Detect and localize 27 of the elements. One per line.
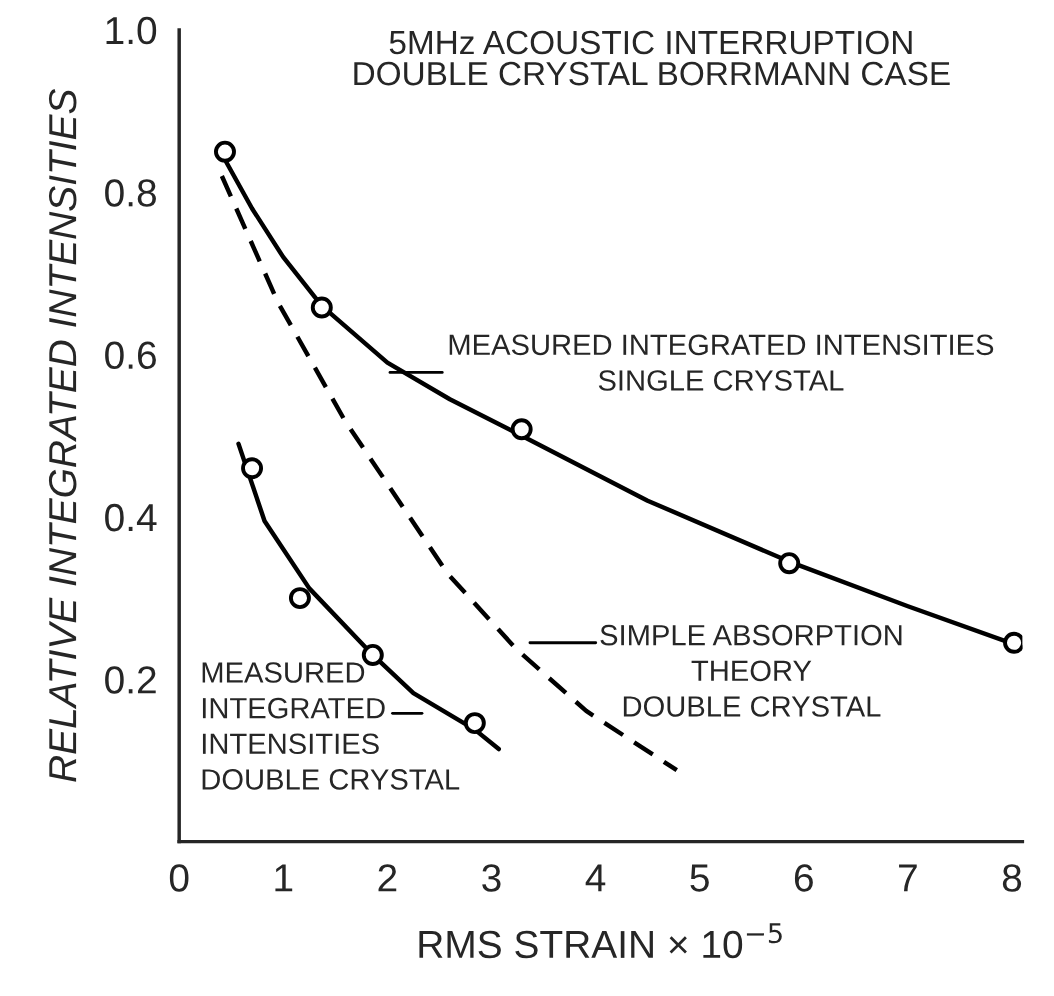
y-tick-label: 0.6	[105, 341, 156, 370]
x-tick-label: 3	[482, 864, 501, 892]
point	[778, 552, 801, 575]
x-tick-label: 2	[378, 864, 397, 892]
point	[241, 457, 264, 480]
y-tick-label: 0.2	[105, 666, 156, 694]
x-tick-label: 8	[1002, 864, 1022, 892]
annotation: SIMPLE ABSORPTION THEORY DOUBLE CRYSTAL	[600, 624, 902, 717]
y-tick-label: 0.4	[105, 503, 157, 532]
y-tick-label: 1.0	[106, 16, 157, 45]
chart-title: 5MHz ACOUSTIC INTERRUPTION DOUBLE CRYSTAL BORRMANN CASE	[354, 30, 950, 86]
point	[214, 140, 236, 163]
annotation: MEASURED INTEGRATED INTENSITIES SINGLE CRYSTAL	[449, 334, 994, 391]
x-tick-label: 7	[899, 864, 917, 892]
point	[310, 296, 333, 319]
x-tick-label: 4	[585, 864, 606, 892]
y-tick-label: 0.8	[105, 179, 156, 207]
point	[510, 418, 533, 441]
y-axis-title: RELATIVE INTEGRATED INTENSITIES	[48, 88, 77, 782]
x-tick-label: 1	[275, 864, 293, 892]
point	[463, 712, 486, 735]
x-tick-label: 6	[794, 864, 813, 892]
x-axis-title: RMS STRAIN × 10$^{−5}$	[419, 923, 782, 959]
x-tick-label: 5	[690, 864, 709, 892]
annotation: MEASURED INTEGRATED INTENSITIES DOUBLE CRYSTAL	[202, 662, 460, 790]
x-tick-label: 0	[169, 864, 189, 892]
point	[288, 587, 311, 610]
